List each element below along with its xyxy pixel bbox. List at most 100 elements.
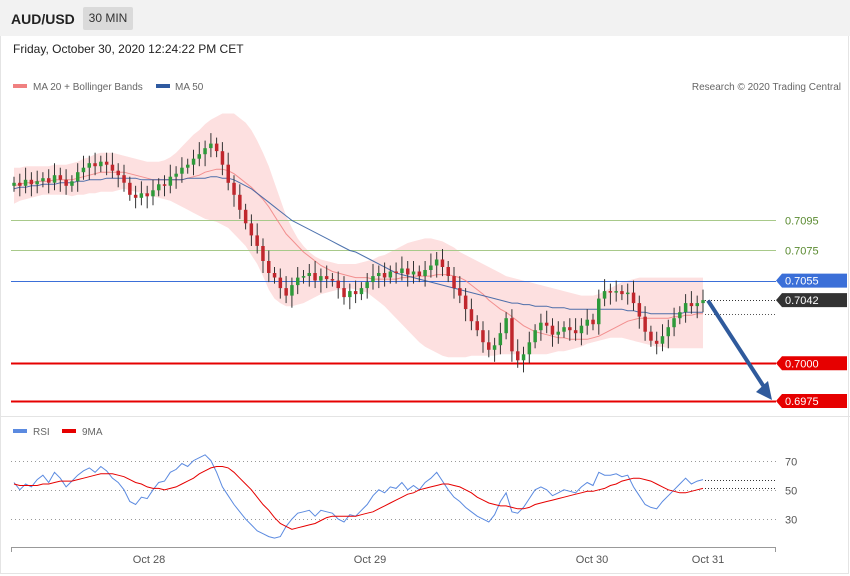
candle-body [469,309,474,322]
candle-body [620,291,624,295]
candle-body [313,273,317,281]
candle-body [52,175,57,183]
candle-body [296,277,300,286]
candle-body [475,321,479,331]
ma20-line [13,168,703,340]
candle-body [249,223,254,236]
candle-body [504,318,508,334]
forecast-arrow-shaft [706,299,768,392]
candle-body [18,182,22,186]
candle-body [336,280,340,289]
rsi-tick-label: 70 [785,457,797,469]
rsi-tick-label: 30 [785,515,797,527]
chart-header: AUD/USD 30 MIN [0,0,850,36]
candle-body [689,303,694,307]
candle-body [631,292,636,304]
candle-body [429,265,433,270]
rsi-panel: 70 50 30 [11,454,797,539]
candle-body [521,354,526,361]
ma50-legend-label: MA 50 [175,82,204,93]
candle-body [87,163,91,168]
candle-body [626,292,630,295]
support-2-label: 0.6975 [785,396,819,408]
price-legend: MA 20 + Bollinger Bands MA 50 [13,82,204,93]
candle-body [406,268,410,275]
candle-body [510,318,514,352]
candle-body [220,151,225,165]
candle-body [539,322,543,331]
rsi-ma-line [13,466,704,530]
ma20-legend-label: MA 20 + Bollinger Bands [33,82,143,93]
candle-body [168,176,173,186]
candle-body [29,179,34,185]
last-price-tag [776,293,847,308]
candle-body [330,279,335,281]
candle-body [683,303,688,313]
candle-body [434,259,439,266]
last-price-label: 0.7042 [785,295,819,307]
candle-body [261,246,265,261]
candle-body [58,175,63,180]
candle-body [487,342,491,350]
candle-body [637,303,642,317]
candle-body [550,325,555,335]
candle-body [452,276,456,289]
support-1-tag [776,356,847,371]
candle-body [365,282,369,289]
candle-body [371,276,375,283]
candle-body [226,164,230,183]
candle-body [382,273,387,278]
ma50-legend-swatch [156,84,170,88]
candle-body [203,148,207,155]
candle-body [110,164,115,171]
candle-body [348,291,352,298]
candle-body [446,267,450,276]
candle-body [319,276,323,281]
resistance-1-label: 0.7075 [785,246,819,258]
candle-body [643,316,647,332]
candle-body [654,340,659,344]
forecast-arrow-head [756,380,772,400]
candle-body [608,291,613,293]
candle-body [568,327,572,331]
candle-body [342,288,346,298]
resistance-2-label: 0.7095 [785,215,819,227]
candle-body [70,181,74,186]
support-2-tag [776,394,847,408]
x-tick-label: Oct 29 [354,554,386,566]
candle-body [232,182,236,195]
candle-body [579,325,584,334]
candle-body [562,327,566,332]
rsi-legend: RSI 9MA [13,427,103,438]
candle-body [99,161,103,167]
candle-body [359,288,364,295]
timeframe-badge[interactable]: 30 MIN [83,7,133,30]
candle-body [151,190,155,197]
candle-body [614,291,618,293]
candle-body [180,167,184,174]
candle-body [23,179,28,186]
candle-body [174,173,178,177]
rsi-ma-legend-swatch [62,429,76,433]
candle-body [272,273,277,278]
candle-body [243,209,248,224]
candle-body [591,319,595,325]
candle-body [660,336,665,344]
candle-body [128,182,132,195]
candle-body [191,158,196,165]
candle-body [377,273,381,276]
candle-body [307,273,311,276]
candle-body [145,193,149,197]
candle-body [278,277,283,289]
candle-body [47,178,51,183]
candlesticks [12,133,705,373]
candle-body [492,345,497,350]
candle-body [93,163,97,167]
symbol-label: AUD/USD [11,11,75,27]
bollinger-bands [14,113,703,358]
candle-body [672,318,676,328]
candle-body [301,276,306,278]
candle-body [649,331,653,341]
rsi-legend-swatch [13,429,27,433]
candle-body [440,259,445,267]
